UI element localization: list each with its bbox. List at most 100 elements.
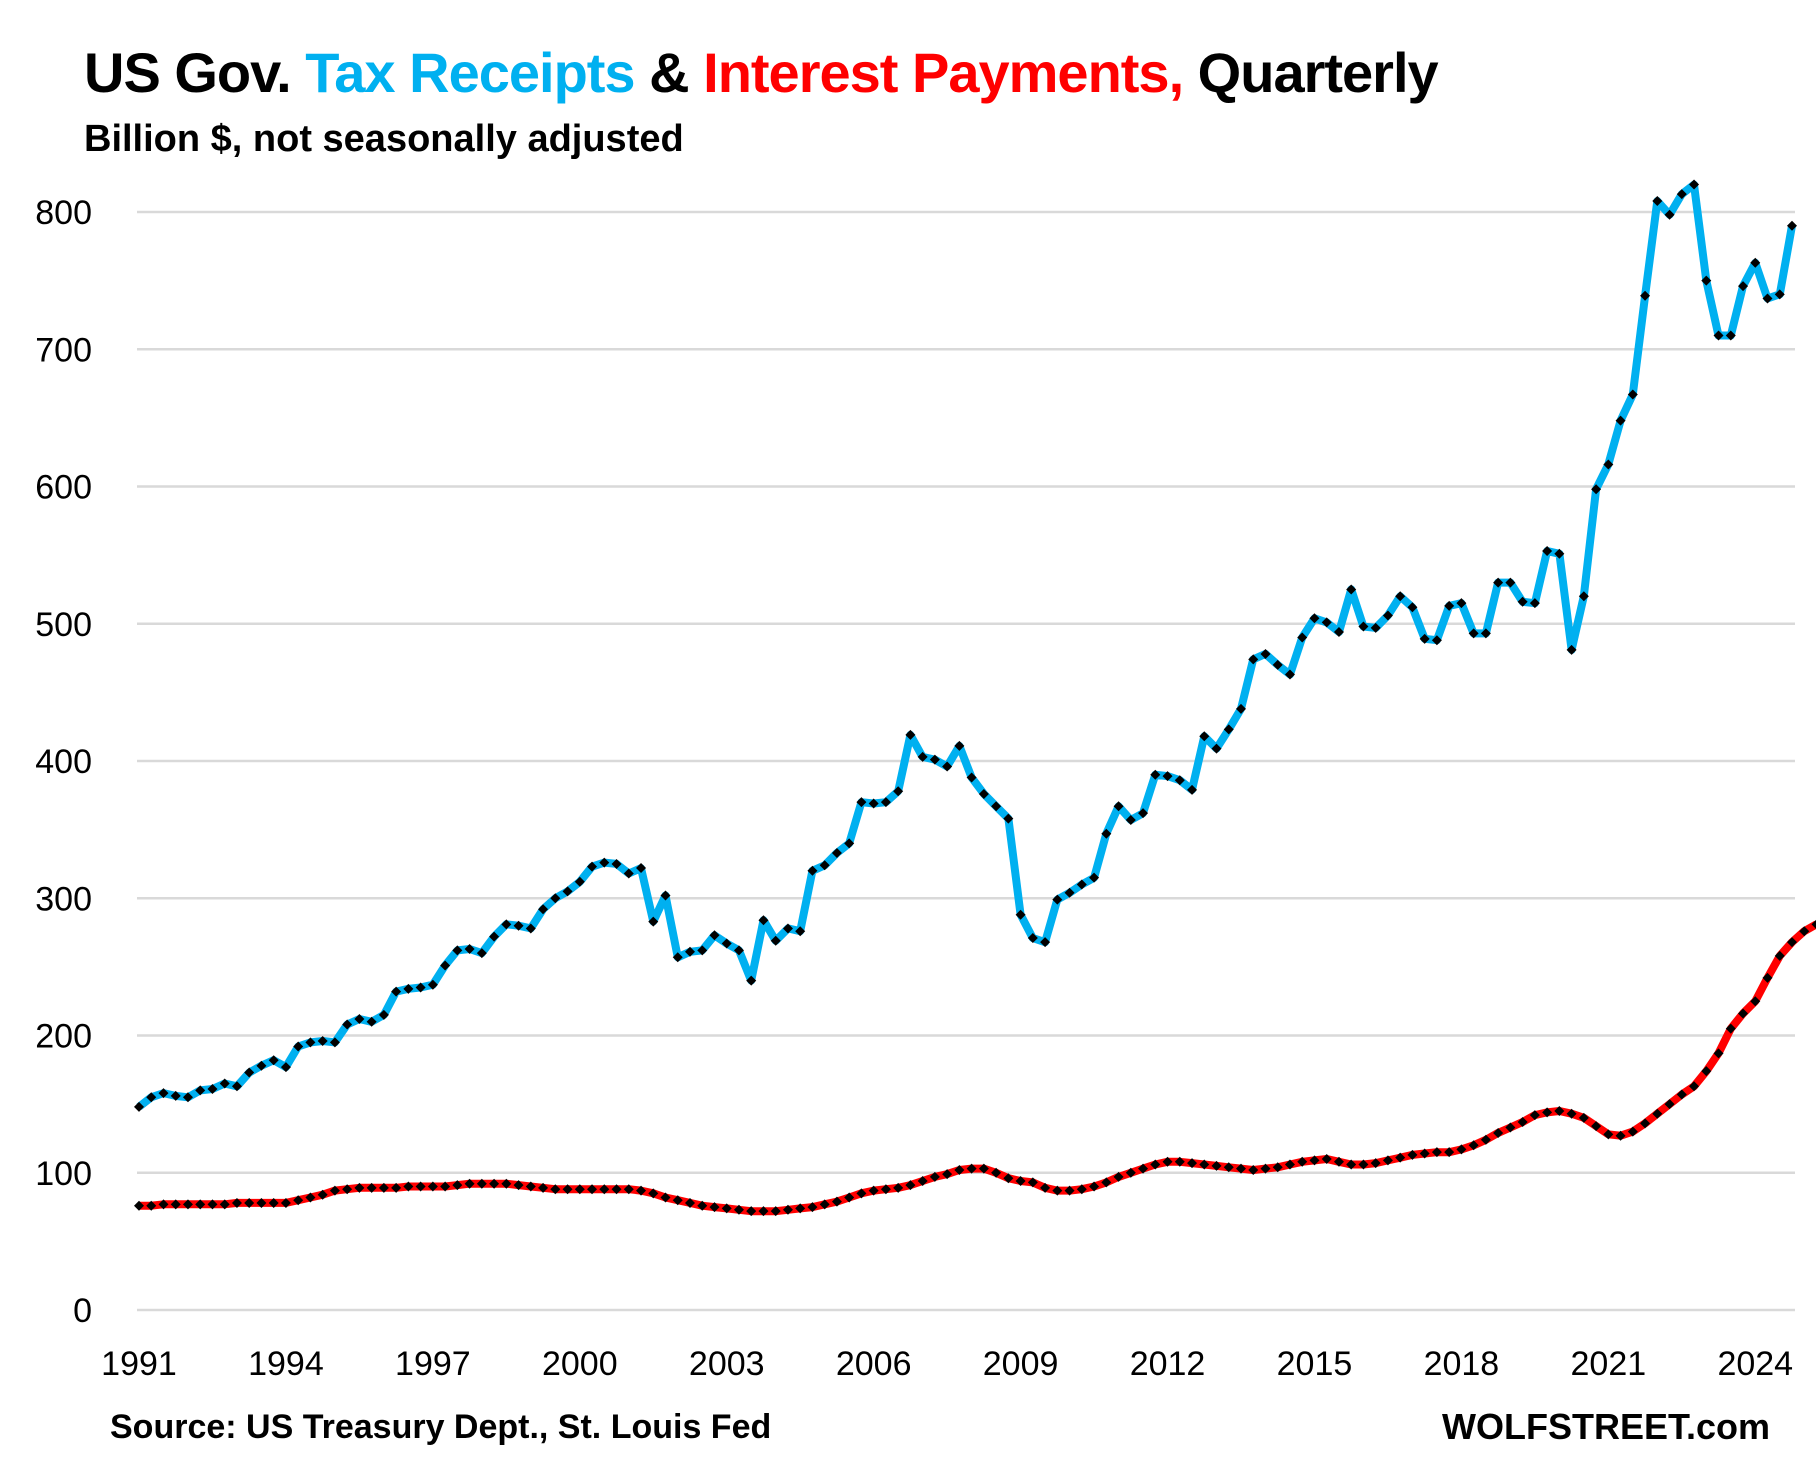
data-point: [195, 1085, 206, 1096]
data-point: [1701, 1066, 1712, 1077]
data-point: [268, 1197, 279, 1208]
data-point: [1652, 1108, 1663, 1119]
data-point: [1223, 1162, 1234, 1173]
data-point: [966, 1163, 977, 1174]
data-point: [366, 1182, 377, 1193]
data-point: [1627, 1126, 1638, 1137]
data-point: [587, 1184, 598, 1195]
data-point: [599, 1184, 610, 1195]
data-point: [562, 1184, 573, 1195]
data-point: [427, 1181, 438, 1192]
x-tick-label: 2009: [983, 1345, 1059, 1383]
data-point: [660, 1192, 671, 1203]
data-point: [1591, 1121, 1602, 1132]
data-point: [1713, 330, 1724, 341]
data-point: [1713, 1048, 1724, 1059]
data-point: [170, 1199, 181, 1210]
data-point: [672, 1195, 683, 1206]
data-point: [1591, 484, 1602, 495]
data-point: [868, 798, 879, 809]
data-point: [329, 1037, 340, 1048]
data-point: [1787, 937, 1797, 948]
data-point: [782, 923, 793, 934]
data-point: [1272, 659, 1283, 670]
series-group: [134, 179, 1816, 1217]
y-tick-label: 800: [35, 194, 92, 232]
data-point: [1358, 1159, 1369, 1170]
data-point: [231, 1081, 242, 1092]
data-point: [476, 948, 487, 959]
data-point: [1321, 617, 1332, 628]
data-point: [648, 1188, 659, 1199]
title-part: Quarterly: [1183, 41, 1439, 104]
data-point: [440, 1181, 451, 1192]
data-point: [1015, 909, 1026, 920]
data-point: [317, 1035, 328, 1046]
chart-title: US Gov. Tax Receipts & Interest Payments…: [84, 40, 1439, 105]
data-point: [721, 1203, 732, 1214]
data-point: [1517, 596, 1528, 607]
y-tick-label: 700: [35, 331, 92, 369]
y-tick-label: 300: [35, 880, 92, 918]
data-point: [1272, 1162, 1283, 1173]
data-point: [1407, 1149, 1418, 1160]
data-point: [1138, 1163, 1149, 1174]
chart-subtitle: Billion $, not seasonally adjusted: [84, 118, 684, 160]
data-point: [1027, 1177, 1038, 1188]
data-point: [1309, 613, 1320, 624]
data-point: [978, 1163, 989, 1174]
data-point: [1480, 628, 1491, 639]
data-point: [721, 938, 732, 949]
data-point: [1676, 1089, 1687, 1100]
data-point: [1199, 1159, 1210, 1170]
data-point: [1284, 1159, 1295, 1170]
data-point: [1113, 1171, 1124, 1182]
data-point: [746, 975, 757, 986]
data-point: [1603, 459, 1614, 470]
data-point: [1346, 1159, 1357, 1170]
data-point: [868, 1185, 879, 1196]
data-point: [942, 761, 953, 772]
data-point: [587, 861, 598, 872]
data-point: [1542, 546, 1553, 557]
data-point: [1346, 584, 1357, 595]
data-point: [1040, 937, 1051, 948]
data-point: [464, 1178, 475, 1189]
data-point: [207, 1084, 218, 1095]
data-point: [182, 1199, 193, 1210]
data-point: [1529, 1110, 1540, 1121]
data-point: [1701, 275, 1712, 286]
data-point: [1027, 933, 1038, 944]
data-point: [795, 1203, 806, 1214]
data-point: [893, 1182, 904, 1193]
data-point: [1762, 293, 1773, 304]
data-point: [1676, 189, 1687, 200]
data-point: [770, 1206, 781, 1217]
series-interest-payments: [134, 919, 1816, 1217]
data-point: [440, 960, 451, 971]
data-point: [317, 1189, 328, 1200]
data-point: [1199, 731, 1210, 742]
data-point: [1382, 1155, 1393, 1166]
data-point: [464, 944, 475, 955]
data-point: [354, 1182, 365, 1193]
data-point: [917, 751, 928, 762]
data-point: [1664, 209, 1675, 220]
data-point: [268, 1055, 279, 1066]
data-point: [158, 1088, 169, 1099]
data-point: [256, 1060, 267, 1071]
data-point: [1640, 1118, 1651, 1129]
data-point: [1052, 894, 1063, 905]
data-point: [342, 1184, 353, 1195]
data-point: [1395, 591, 1406, 602]
data-point: [366, 1016, 377, 1027]
data-point: [146, 1092, 157, 1103]
data-point: [648, 916, 659, 927]
data-point: [1138, 808, 1149, 819]
data-point: [1101, 1177, 1112, 1188]
data-point: [158, 1199, 169, 1210]
data-point: [1174, 1156, 1185, 1167]
data-point: [954, 1165, 965, 1176]
data-point: [1236, 703, 1246, 714]
